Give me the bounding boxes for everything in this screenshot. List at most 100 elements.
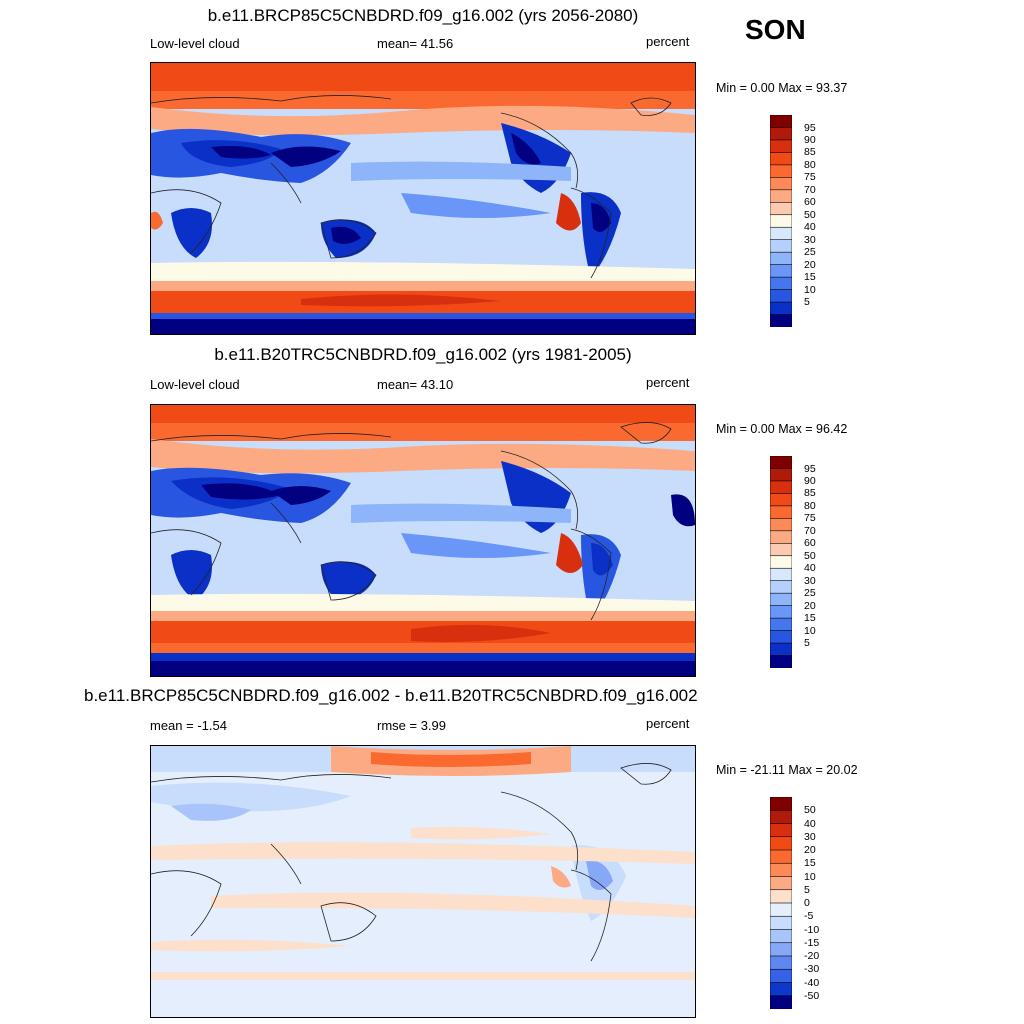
colorbar-swatch: [769, 480, 793, 495]
colorbar-swatch: [769, 226, 793, 241]
colorbar-tick-label: 40: [804, 221, 816, 234]
colorbar-swatch: [769, 823, 793, 838]
min-max-label: Min = -21.11 Max = 20.02: [716, 763, 858, 777]
colorbar: [769, 455, 793, 669]
colorbar-swatch: [769, 605, 793, 619]
colorbar-swatch: [769, 201, 793, 216]
min-max-label: Min = 0.00 Max = 96.42: [716, 422, 848, 436]
colorbar-tick-label: 60: [804, 537, 816, 550]
panel-title: b.e11.BRCP85C5CNBDRD.f09_g16.002 (yrs 20…: [207, 6, 639, 25]
colorbar-swatch: [769, 542, 793, 557]
colorbar-tick-label: -20: [804, 950, 820, 962]
mean-label: mean = -1.54: [150, 718, 227, 733]
units-label: percent: [646, 375, 690, 390]
colorbar-swatch: [769, 455, 793, 470]
colorbar-swatch: [769, 580, 793, 594]
colorbar-tick-label: 10: [804, 870, 816, 883]
colorbar-swatch: [769, 264, 793, 278]
colorbar-swatch: [769, 518, 793, 532]
colorbar-swatch: [769, 152, 793, 166]
colorbar-swatch: [769, 139, 793, 154]
colorbar-tick-label: -30: [804, 963, 820, 976]
colorbar-swatch: [769, 955, 793, 970]
colorbar-swatch: [769, 642, 793, 657]
units-label: percent: [646, 34, 690, 49]
colorbar-swatch: [769, 902, 793, 917]
colorbar-swatch: [769, 301, 793, 316]
colorbar-tick-label: -5: [804, 910, 814, 923]
colorbar-swatch: [769, 876, 793, 891]
colorbar-swatches: [769, 114, 793, 328]
colorbar-tick-label: 25: [804, 587, 816, 600]
colorbar-tick-label: 25: [804, 246, 816, 259]
colorbar-tick-label: 15: [804, 857, 816, 870]
map-field: [151, 63, 695, 334]
colorbar-swatch: [769, 995, 793, 1010]
colorbar-tick-label: 30: [804, 574, 816, 587]
colorbar-swatch: [769, 968, 793, 984]
rmse-label: rmse = 3.99: [377, 718, 447, 733]
colorbar-tick-label: 75: [804, 171, 816, 184]
colorbar-tick-label: 95: [804, 462, 816, 475]
colorbar-tick-label: 20: [804, 599, 816, 612]
colorbar-swatch: [769, 889, 793, 904]
colorbar-swatch: [769, 567, 793, 582]
colorbar-swatches: [769, 796, 793, 1010]
colorbar-tick-label: 5: [804, 637, 810, 650]
colorbar-tick-label: 90: [804, 133, 816, 146]
colorbar-swatch: [769, 189, 793, 203]
colorbar-tick-label: 20: [804, 258, 816, 271]
colorbar-swatch: [769, 177, 793, 191]
colorbar-swatch: [769, 655, 793, 669]
colorbar-tick-label: 40: [804, 562, 816, 575]
colorbar-swatch: [769, 796, 793, 811]
colorbar-tick-label: 5: [804, 296, 810, 309]
colorbar-swatch: [769, 214, 793, 228]
map-field: [151, 746, 695, 1017]
colorbar-tick-label: 0: [804, 897, 810, 909]
colorbar-tick-label: 70: [804, 524, 816, 537]
colorbar: [769, 796, 793, 1010]
colorbar-tick-label: 30: [804, 830, 816, 843]
colorbar-tick-label: 85: [804, 487, 816, 500]
colorbar-swatch: [769, 127, 793, 141]
mean-label: mean= 43.10: [377, 377, 454, 392]
colorbar-swatch: [769, 164, 793, 179]
colorbar-tick-label: -10: [804, 923, 820, 936]
variable-label: Low-level cloud: [150, 377, 240, 392]
colorbar: [769, 114, 793, 328]
colorbar-swatch: [769, 505, 793, 520]
colorbar-swatch: [769, 314, 793, 328]
colorbar-swatch: [769, 493, 793, 507]
variable-label: Low-level cloud: [150, 36, 240, 51]
colorbar-swatch: [769, 468, 793, 482]
colorbar-tick-label: -40: [804, 976, 820, 989]
colorbar-swatch: [769, 809, 793, 825]
colorbar-swatches: [769, 455, 793, 669]
colorbar-tick-label: 50: [804, 549, 816, 562]
mean-label: mean= 41.56: [377, 36, 454, 51]
cloud-map: [150, 404, 696, 677]
colorbar-swatch: [769, 289, 793, 303]
colorbar-tick-label: 85: [804, 146, 816, 159]
colorbar-tick-label: 40: [804, 817, 816, 830]
colorbar-swatch: [769, 915, 793, 931]
colorbar-tick-label: 10: [804, 624, 816, 637]
colorbar-tick-label: 20: [804, 844, 816, 856]
colorbar-swatch: [769, 982, 793, 997]
difference-map: [150, 745, 696, 1018]
colorbar-tick-label: -15: [804, 936, 820, 949]
cloud-map: [150, 62, 696, 335]
colorbar-tick-label: 80: [804, 158, 816, 171]
colorbar-swatch: [769, 251, 793, 266]
colorbar-tick-label: 5: [804, 883, 810, 896]
colorbar-swatch: [769, 530, 793, 544]
panel-title: b.e11.BRCP85C5CNBDRD.f09_g16.002 - b.e11…: [84, 686, 698, 705]
colorbar-tick-label: 80: [804, 499, 816, 512]
map-field: [151, 405, 695, 676]
colorbar-swatch: [769, 836, 793, 851]
colorbar-swatch: [769, 276, 793, 291]
colorbar-swatch: [769, 862, 793, 878]
colorbar-swatch: [769, 630, 793, 644]
panel-title: b.e11.B20TRC5CNBDRD.f09_g16.002 (yrs 198…: [214, 345, 632, 364]
